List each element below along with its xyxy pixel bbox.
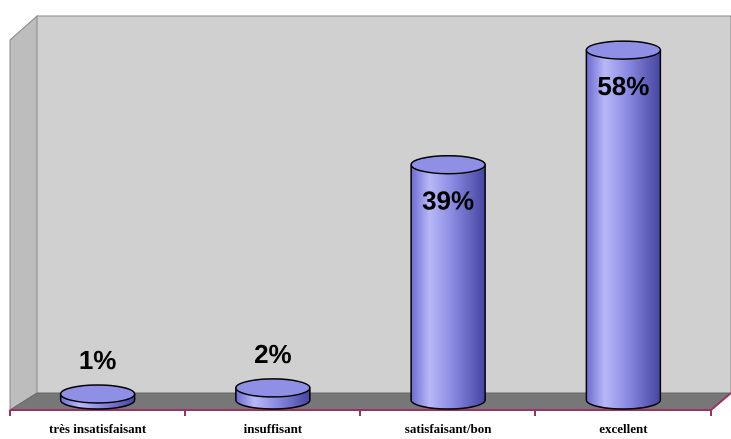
- bar-cylinder: [585, 40, 662, 410]
- bar-top: [235, 378, 311, 398]
- category-label: très insatisfaisant: [49, 421, 147, 436]
- category-label: insuffisant: [244, 421, 303, 436]
- bar-cylinder: [410, 154, 486, 410]
- bar-top: [59, 384, 136, 404]
- x-axis-ticks: [9, 410, 712, 416]
- data-label: 39%: [422, 186, 474, 216]
- x-axis-end: [710, 392, 731, 411]
- bar-body: [410, 163, 486, 410]
- bar-top: [410, 154, 486, 175]
- data-labels: 1% 2% 39% 58%: [79, 71, 650, 375]
- category-label: satisfaisant/bon: [405, 421, 492, 436]
- category-labels: très insatisfaisant insuffisant satisfaisa…: [49, 421, 648, 436]
- bars: [59, 40, 662, 410]
- data-label: 2%: [254, 339, 292, 369]
- data-label: 58%: [597, 71, 649, 101]
- bar-cylinder: [59, 384, 136, 410]
- bar-body: [585, 49, 662, 410]
- data-label: 1%: [79, 345, 117, 375]
- category-label: excellent: [599, 421, 648, 436]
- side-wall: [9, 14, 38, 411]
- bar-cylinder: [235, 378, 311, 410]
- bar-top: [585, 40, 662, 60]
